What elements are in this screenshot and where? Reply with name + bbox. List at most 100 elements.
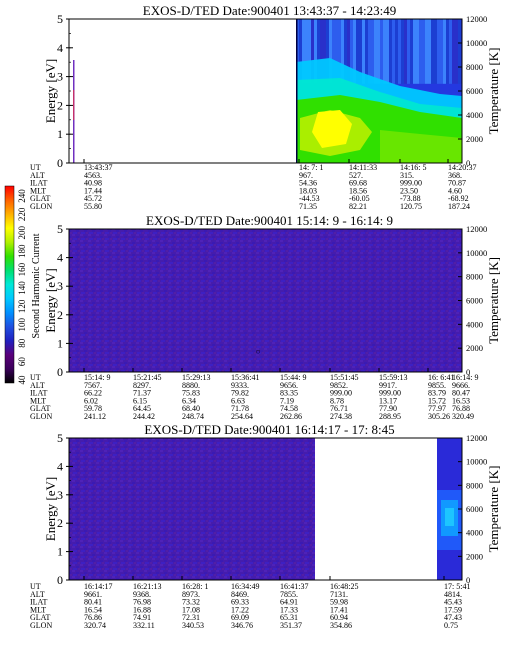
y-axis-label: Energy [eV] xyxy=(43,477,58,541)
table-cell: 75.83 xyxy=(182,389,200,398)
right-y-tick-label: 2000 xyxy=(466,551,483,561)
table-cell: 262.86 xyxy=(280,412,302,421)
right-y-tick-label: 10000 xyxy=(466,248,487,258)
table-cell: 16:34:49 xyxy=(231,582,259,591)
table-row-label: ILAT xyxy=(30,598,47,607)
table-cell: -68.92 xyxy=(448,194,469,203)
y-tick-label: 0 xyxy=(57,156,63,170)
table-cell: 8469. xyxy=(231,590,249,599)
table-cell: 8.78 xyxy=(330,396,344,405)
table-cell: 45.72 xyxy=(84,194,102,203)
colorbar: 40 60 80 100 120 140 160 180 200 220 240 Second Ha… xyxy=(4,185,42,385)
table-cell: 999.00 xyxy=(400,179,422,188)
table-cell: 47.43 xyxy=(444,613,462,622)
table-cell: 4814. xyxy=(444,590,462,599)
table-cell: 967. xyxy=(299,171,313,180)
table-cell: 340.53 xyxy=(182,621,204,630)
table-row-label: UT xyxy=(30,582,41,591)
table-cell: 17.22 xyxy=(231,605,249,614)
table-cell: 14:20:37 xyxy=(448,163,476,172)
table-cell: 18.56 xyxy=(349,186,367,195)
right-y-tick-label: 6000 xyxy=(466,86,483,96)
right-y-tick-label: 10000 xyxy=(466,457,487,467)
table-cell: 76.98 xyxy=(133,598,151,607)
table-cell: 17.44 xyxy=(84,186,102,195)
table-row-label: GLAT xyxy=(30,613,51,622)
colorbar-tick-label: 100 xyxy=(17,318,27,332)
y-tick-label: 3 xyxy=(57,279,63,293)
table-cell: 16:14: 9 xyxy=(452,373,478,382)
table-cell: 6.02 xyxy=(84,396,98,405)
spectrogram-panel-2: EXOS-D/TED Date:900401 15:14: 9 - 16:14:… xyxy=(30,213,501,421)
y-tick-label: 2 xyxy=(57,308,63,322)
table-cell: 54.36 xyxy=(299,179,317,188)
table-cell: 80.47 xyxy=(452,389,470,398)
table-cell: 70.87 xyxy=(448,179,466,188)
y-tick-label: 5 xyxy=(57,431,63,445)
table-cell: 17.59 xyxy=(444,605,462,614)
right-y-axis-label: Temperature [K] xyxy=(486,257,501,344)
right-y-tick-label: 4000 xyxy=(466,319,483,329)
y-tick-label: 4 xyxy=(57,251,63,265)
table-cell: 82.21 xyxy=(349,202,367,211)
table-cell: 18.03 xyxy=(299,186,317,195)
table-cell: 7131. xyxy=(330,590,348,599)
right-y-tick-label: 2000 xyxy=(466,134,483,144)
right-y-tick-label: 4000 xyxy=(466,110,483,120)
right-y-tick-label: 12000 xyxy=(466,14,487,24)
table-cell: 120.75 xyxy=(400,202,422,211)
colorbar-tick-label: 180 xyxy=(17,244,27,258)
table-cell: 79.82 xyxy=(231,389,249,398)
right-y-tick-label: 2000 xyxy=(466,343,483,353)
table-cell: 15:36:41 xyxy=(231,373,259,382)
y-axis-label: Energy [eV] xyxy=(43,268,58,332)
table-cell: 14: 7: 1 xyxy=(299,163,323,172)
table-cell: 351.37 xyxy=(280,621,302,630)
table-cell: 45.43 xyxy=(444,598,462,607)
table-cell: 368. xyxy=(448,171,462,180)
table-cell: 248.74 xyxy=(182,412,204,421)
table-cell: 346.76 xyxy=(231,621,253,630)
table-cell: 15:14: 9 xyxy=(84,373,110,382)
table-cell: 15:21:45 xyxy=(133,373,161,382)
right-y-tick-label: 12000 xyxy=(466,224,487,234)
colorbar-tick-label: 120 xyxy=(17,299,27,313)
colorbar-gradient xyxy=(4,185,15,384)
table-cell: 354.86 xyxy=(330,621,352,630)
table-row-label: GLON xyxy=(30,412,52,421)
table-cell: 9852. xyxy=(330,381,348,390)
table-cell: 16.53 xyxy=(452,396,470,405)
table-cell: -60.05 xyxy=(349,194,370,203)
table-cell: 320.49 xyxy=(452,412,474,421)
table-cell: 15:29:13 xyxy=(182,373,210,382)
right-y-axis-label: Temperature [K] xyxy=(486,466,501,553)
spectrogram-area xyxy=(69,19,462,163)
right-y-tick-label: 0 xyxy=(466,367,470,377)
y-tick-label: 4 xyxy=(57,41,63,55)
table-cell: 8880. xyxy=(182,381,200,390)
panel-title: EXOS-D/TED Date:900401 16:14:17 - 17: 8:… xyxy=(144,422,394,437)
right-y-tick-label: 0 xyxy=(466,158,470,168)
y-tick-label: 4 xyxy=(57,459,63,473)
table-cell: 74.58 xyxy=(280,404,298,413)
right-y-tick-label: 8000 xyxy=(466,480,483,490)
table-cell: 76.71 xyxy=(330,404,348,413)
table-cell: 71.78 xyxy=(231,404,249,413)
table-cell: 71.37 xyxy=(133,389,151,398)
y-tick-label: 0 xyxy=(57,365,63,379)
yellow-core xyxy=(312,110,352,148)
table-cell: 999.00 xyxy=(330,389,352,398)
table-cell: 4563. xyxy=(84,171,102,180)
table-cell: 9917. xyxy=(379,381,397,390)
table-cell: 40.98 xyxy=(84,179,102,188)
table-cell: 9368. xyxy=(133,590,151,599)
table-cell: 4.60 xyxy=(448,186,462,195)
marker-glyph: ○ xyxy=(256,347,261,356)
y-tick-label: 1 xyxy=(57,545,63,559)
right-y-tick-label: 10000 xyxy=(466,38,487,48)
table-cell: 13.17 xyxy=(379,396,397,405)
table-row-label: GLON xyxy=(30,621,52,630)
table-cell: 64.91 xyxy=(280,598,298,607)
table-cell: 76.88 xyxy=(452,404,470,413)
